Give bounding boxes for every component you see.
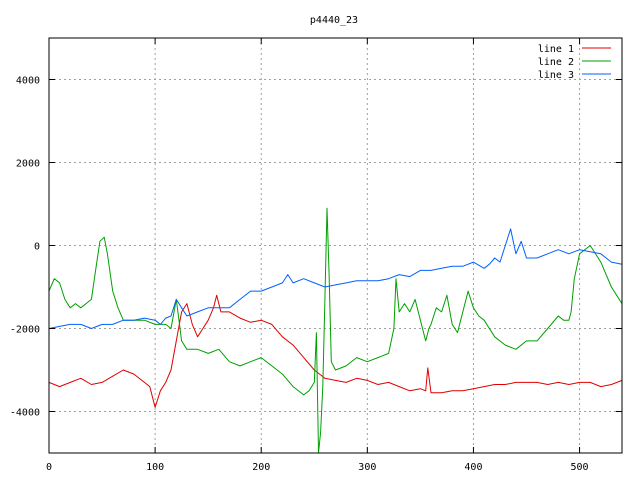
y-tick-label: -2000 bbox=[10, 325, 40, 336]
x-tick-label: 400 bbox=[464, 462, 482, 473]
x-tick-label: 100 bbox=[146, 462, 164, 473]
grid-lines bbox=[48, 38, 622, 453]
series-line-2 bbox=[48, 207, 623, 454]
chart-title: p4440_23 bbox=[310, 15, 358, 26]
x-tick-label: 300 bbox=[358, 462, 376, 473]
legend-label-3: line 3 bbox=[538, 70, 574, 81]
x-tick-label: 0 bbox=[46, 462, 52, 473]
series-line-1 bbox=[48, 294, 623, 408]
x-tick-label: 200 bbox=[252, 462, 270, 473]
series-line-3 bbox=[48, 228, 623, 329]
y-tick-label: 0 bbox=[34, 242, 40, 253]
y-tick-label: 2000 bbox=[16, 159, 40, 170]
legend-label-2: line 2 bbox=[538, 57, 574, 68]
y-tick-label: -4000 bbox=[10, 408, 40, 419]
series-lines bbox=[48, 207, 623, 454]
y-tick-label: 4000 bbox=[16, 76, 40, 87]
axis-ticks: 0 100 200 300 400 500 -4000 -2000 0 2000 4000 bbox=[10, 38, 622, 473]
legend-label-1: line 1 bbox=[538, 44, 574, 55]
x-tick-label: 500 bbox=[571, 462, 589, 473]
legend: line 1 line 2 line 3 bbox=[538, 44, 611, 81]
